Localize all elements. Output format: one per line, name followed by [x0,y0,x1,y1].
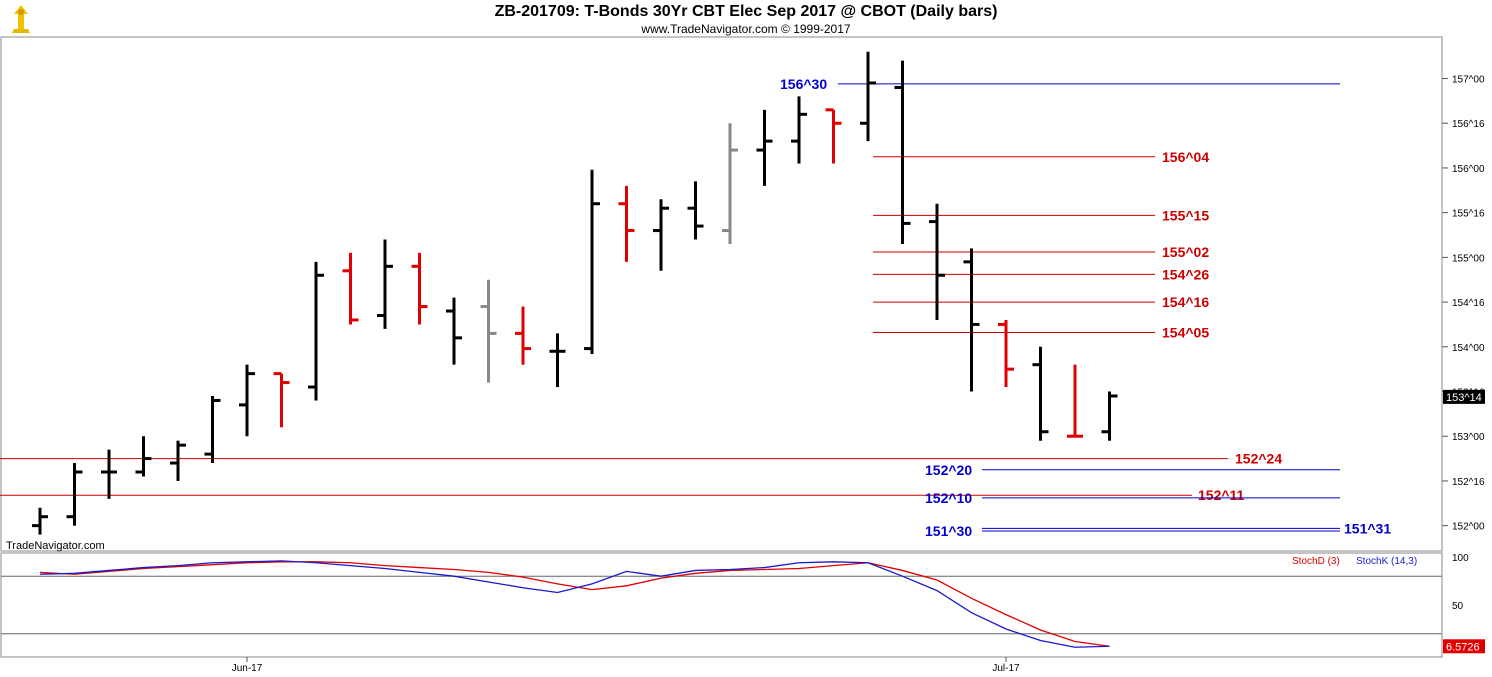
ohlc-bar[interactable] [342,252,359,325]
ohlc-bar[interactable] [411,252,428,325]
ohlc-bar[interactable] [515,306,531,365]
level-label: 154^16 [1162,294,1209,310]
level-label: 152^20 [925,462,972,478]
level-label: 152^10 [925,490,972,506]
level-label: 152^11 [1198,487,1245,503]
stoch-series-line [39,560,1110,648]
ohlc-bar[interactable] [756,109,773,186]
ohlc-bar[interactable] [377,239,393,329]
y-tick-label: 153^00 [1452,432,1485,443]
ohlc-bar[interactable] [135,436,152,477]
level-label: 155^02 [1162,244,1209,260]
level-label: 151^31 [1344,520,1391,536]
legend-stochk: StochK (14,3) [1356,556,1417,567]
last-stoch-label: 6.5726 [1446,641,1480,653]
x-tick-label: Jul-17 [992,663,1020,674]
watermark: TradeNavigator.com [6,540,105,552]
stoch-tick-label: 100 [1452,553,1469,564]
ohlc-bar[interactable] [66,463,83,526]
level-label: 154^05 [1162,324,1209,340]
legend-stochd: StochD (3) [1292,556,1340,567]
y-tick-label: 156^16 [1452,119,1485,130]
last-price-box [1443,389,1485,404]
level-label: 154^26 [1162,266,1209,282]
stoch-series-line [39,561,1110,647]
stoch-tick-label: 50 [1452,601,1464,612]
level-label: 155^15 [1162,207,1209,223]
ohlc-bar[interactable] [204,395,221,464]
ohlc-bar[interactable] [170,440,186,481]
ohlc-bar[interactable] [273,372,290,428]
y-tick-label: 152^16 [1452,477,1485,488]
ohlc-bar[interactable] [791,96,807,164]
ohlc-bar[interactable] [929,203,945,320]
ohlc-bar[interactable] [825,108,842,164]
y-tick-label: 154^00 [1452,343,1485,354]
y-tick-label: 156^00 [1452,164,1485,175]
y-tick-label: 155^00 [1452,253,1485,264]
ohlc-bar[interactable] [860,51,876,142]
ohlc-bar[interactable] [584,169,600,354]
trade-navigator-logo-icon [3,2,39,36]
ohlc-bar[interactable] [687,181,704,240]
ohlc-bar[interactable] [308,261,324,401]
ohlc-bar[interactable] [998,319,1014,388]
x-tick-label: Jun-17 [232,663,263,674]
ohlc-bar[interactable] [549,333,566,388]
y-tick-label: 155^16 [1452,209,1485,220]
level-label: 152^24 [1235,451,1282,467]
level-label: 156^30 [780,76,827,92]
ohlc-bar[interactable] [480,279,497,383]
ohlc-bar[interactable] [722,123,738,244]
stochastic-pane [0,552,1443,658]
y-tick-label: 152^00 [1452,522,1485,533]
chart-title: ZB-201709: T-Bonds 30Yr CBT Elec Sep 201… [494,3,998,20]
ohlc-bar[interactable] [1032,346,1049,441]
ohlc-bar[interactable] [239,364,255,437]
ohlc-bar[interactable] [894,60,911,244]
level-label: 151^30 [925,523,972,539]
ohlc-bar[interactable] [101,449,117,499]
y-tick-label: 157^00 [1452,75,1485,86]
level-label: 156^04 [1162,149,1209,165]
ohlc-bar[interactable] [32,507,48,535]
ohlc-bar[interactable] [618,185,635,262]
last-price-label: 153^14 [1446,392,1482,404]
ohlc-bar[interactable] [653,199,669,271]
y-tick-label: 154^16 [1452,298,1485,309]
ohlc-bar[interactable] [1101,391,1118,441]
last-stoch-box [1443,639,1485,654]
chart-subtitle: www.TradeNavigator.com © 1999-2017 [641,22,851,36]
ohlc-bar[interactable] [1067,364,1083,438]
price-pane [0,36,1443,552]
ohlc-bar[interactable] [446,297,462,365]
ohlc-bar[interactable] [963,248,980,392]
